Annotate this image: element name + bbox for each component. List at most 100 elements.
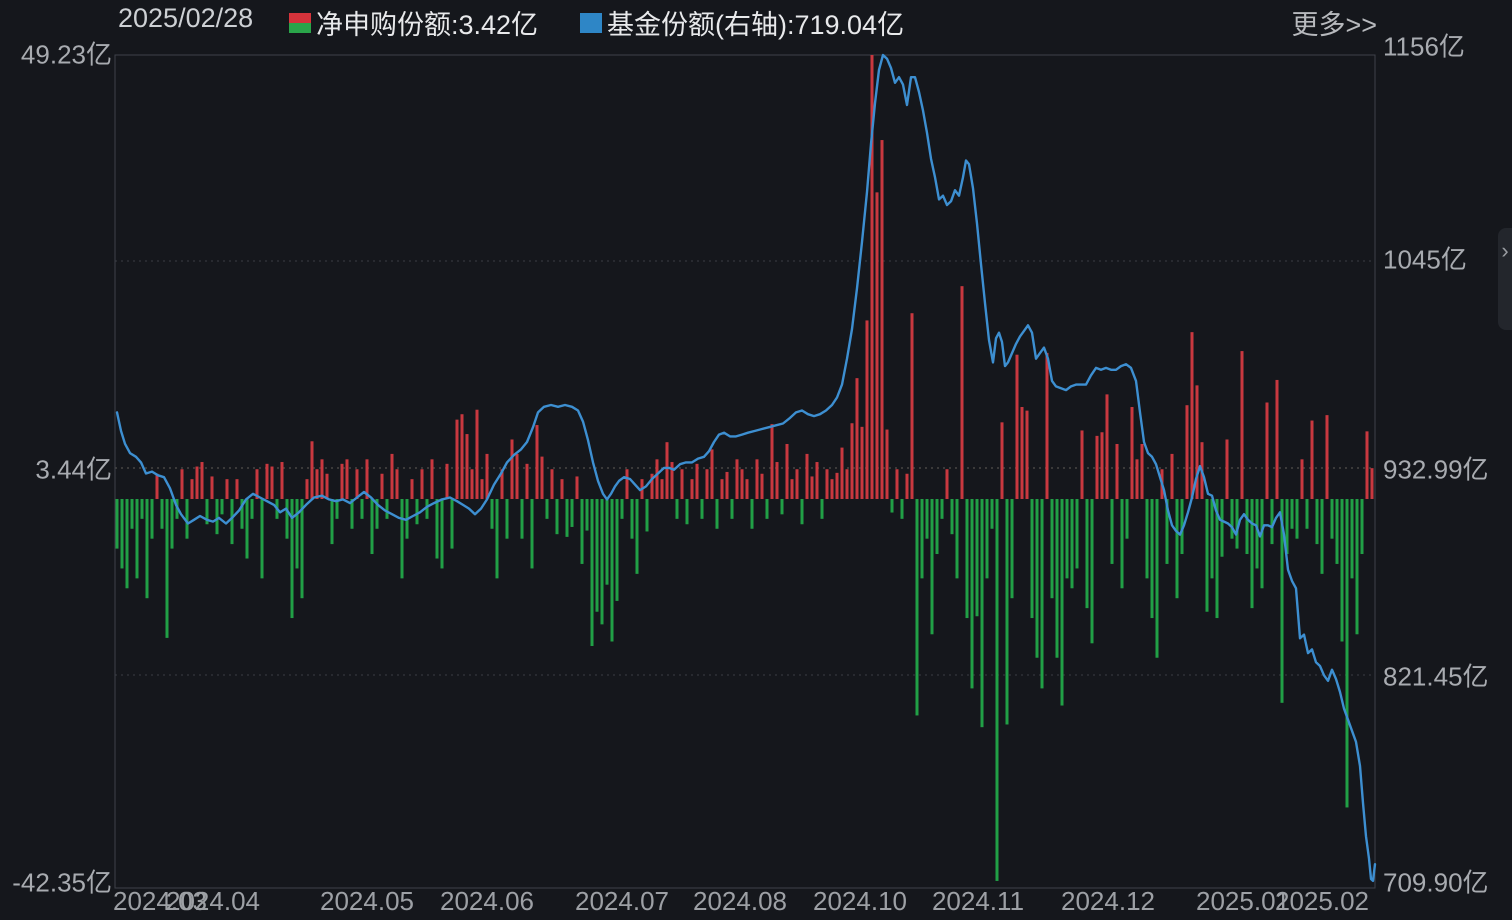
net-subscription-bar[interactable]	[735, 459, 739, 499]
net-subscription-bar[interactable]	[1210, 499, 1214, 579]
net-subscription-bar[interactable]	[670, 462, 674, 499]
net-subscription-bar[interactable]	[265, 463, 269, 499]
net-subscription-bar[interactable]	[145, 499, 149, 599]
net-subscription-bar[interactable]	[1145, 499, 1149, 579]
net-subscription-bar[interactable]	[1370, 468, 1374, 499]
net-subscription-bar[interactable]	[1330, 499, 1334, 539]
net-subscription-bar[interactable]	[1095, 435, 1099, 499]
net-subscription-bar[interactable]	[1245, 499, 1249, 555]
net-subscription-bar[interactable]	[125, 499, 129, 589]
net-subscription-bar[interactable]	[800, 499, 804, 525]
net-subscription-bar[interactable]	[380, 473, 384, 499]
net-subscription-bar[interactable]	[860, 426, 864, 499]
net-subscription-bar[interactable]	[1230, 499, 1234, 539]
net-subscription-bar[interactable]	[1110, 499, 1114, 564]
net-subscription-bar[interactable]	[545, 499, 549, 519]
net-subscription-bar[interactable]	[530, 499, 534, 569]
net-subscription-bar[interactable]	[1175, 499, 1179, 599]
net-subscription-bar[interactable]	[820, 499, 824, 519]
net-subscription-bar[interactable]	[565, 499, 569, 537]
net-subscription-bar[interactable]	[745, 479, 749, 499]
net-subscription-bar[interactable]	[1120, 499, 1124, 589]
more-link[interactable]: 更多>>	[1291, 10, 1377, 40]
net-subscription-bar[interactable]	[725, 471, 729, 499]
net-subscription-bar[interactable]	[645, 499, 649, 532]
net-subscription-bar[interactable]	[1195, 385, 1199, 499]
net-subscription-bar[interactable]	[560, 479, 564, 499]
net-subscription-bar[interactable]	[310, 441, 314, 499]
net-subscription-bar[interactable]	[905, 473, 909, 499]
net-subscription-bar[interactable]	[1295, 499, 1299, 539]
net-subscription-bar[interactable]	[260, 499, 264, 579]
net-subscription-bar[interactable]	[225, 479, 229, 499]
net-subscription-bar[interactable]	[1260, 499, 1264, 589]
net-subscription-bar[interactable]	[340, 463, 344, 499]
net-subscription-bar[interactable]	[1180, 499, 1184, 555]
net-subscription-bar[interactable]	[1035, 499, 1039, 658]
net-subscription-bar[interactable]	[1305, 499, 1309, 529]
net-subscription-bar[interactable]	[765, 499, 769, 519]
net-subscription-bar[interactable]	[705, 469, 709, 499]
net-subscription-bar[interactable]	[520, 499, 524, 539]
net-subscription-bar[interactable]	[935, 499, 939, 555]
net-subscription-bar[interactable]	[925, 499, 929, 539]
net-subscription-bar[interactable]	[355, 469, 359, 499]
net-subscription-bar[interactable]	[1345, 499, 1349, 808]
net-subscription-bar[interactable]	[1325, 415, 1329, 499]
net-subscription-bar[interactable]	[490, 499, 494, 529]
net-subscription-bar[interactable]	[1255, 499, 1259, 569]
net-subscription-bar[interactable]	[1340, 499, 1344, 642]
net-subscription-bar[interactable]	[805, 453, 809, 499]
net-subscription-bar[interactable]	[1265, 402, 1269, 499]
net-subscription-bar[interactable]	[635, 499, 639, 574]
net-subscription-bar[interactable]	[240, 499, 244, 529]
net-subscription-bar[interactable]	[840, 447, 844, 499]
net-subscription-bar[interactable]	[585, 499, 589, 531]
net-subscription-bar[interactable]	[780, 499, 784, 515]
net-subscription-bar[interactable]	[1000, 422, 1004, 499]
net-subscription-bar[interactable]	[685, 499, 689, 525]
net-subscription-bar[interactable]	[1310, 420, 1314, 499]
net-subscription-bar[interactable]	[140, 499, 144, 519]
net-subscription-bar[interactable]	[335, 499, 339, 519]
net-subscription-bar[interactable]	[655, 459, 659, 499]
net-subscription-bar[interactable]	[990, 499, 994, 529]
net-subscription-bar[interactable]	[955, 499, 959, 579]
net-subscription-bar[interactable]	[750, 499, 754, 529]
net-subscription-bar[interactable]	[135, 499, 139, 579]
net-subscription-bar[interactable]	[370, 499, 374, 555]
net-subscription-bar[interactable]	[1055, 499, 1059, 658]
net-subscription-bar[interactable]	[1045, 352, 1049, 499]
net-subscription-bar[interactable]	[1190, 332, 1194, 499]
legend-fund-shares[interactable]: 基金份额(右轴):719.04亿	[580, 3, 904, 42]
net-subscription-bar[interactable]	[535, 425, 539, 499]
net-subscription-bar[interactable]	[590, 499, 594, 647]
net-subscription-bar[interactable]	[610, 499, 614, 642]
net-subscription-bar[interactable]	[210, 476, 214, 499]
net-subscription-bar[interactable]	[900, 499, 904, 519]
net-subscription-bar[interactable]	[1235, 499, 1239, 549]
net-subscription-bar[interactable]	[285, 499, 289, 539]
net-subscription-bar[interactable]	[730, 499, 734, 519]
net-subscription-bar[interactable]	[430, 459, 434, 499]
net-subscription-bar[interactable]	[1220, 499, 1224, 557]
net-subscription-bar[interactable]	[1290, 499, 1294, 529]
net-subscription-bar[interactable]	[205, 499, 209, 525]
net-subscription-bar[interactable]	[695, 463, 699, 499]
net-subscription-bar[interactable]	[385, 499, 389, 519]
net-subscription-bar[interactable]	[945, 469, 949, 499]
net-subscription-bar[interactable]	[170, 499, 174, 549]
net-subscription-bar[interactable]	[605, 499, 609, 585]
net-subscription-bar[interactable]	[1070, 499, 1074, 589]
net-subscription-bar[interactable]	[995, 499, 999, 881]
net-subscription-bar[interactable]	[1205, 499, 1209, 612]
net-subscription-bar[interactable]	[650, 473, 654, 499]
net-subscription-bar[interactable]	[985, 499, 989, 579]
net-subscription-bar[interactable]	[740, 469, 744, 499]
net-subscription-bar[interactable]	[1165, 499, 1169, 564]
net-subscription-bar[interactable]	[1040, 499, 1044, 689]
net-subscription-bar[interactable]	[620, 499, 624, 519]
net-subscription-bar[interactable]	[330, 499, 334, 545]
net-subscription-bar[interactable]	[810, 476, 814, 499]
